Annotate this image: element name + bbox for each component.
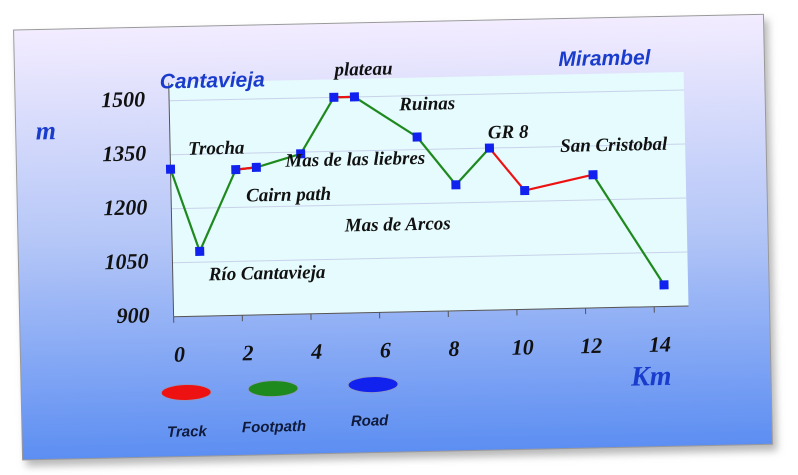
y-axis	[168, 82, 175, 317]
x-tick-label: 8	[448, 336, 460, 361]
annotation: Cairn path	[246, 184, 331, 207]
point-marker	[349, 92, 360, 102]
point-marker	[329, 92, 339, 102]
point-marker	[484, 143, 495, 153]
legend-label: Road	[351, 412, 390, 430]
legend-swatch	[247, 380, 299, 398]
x-tick-label: 4	[310, 339, 323, 364]
point-marker	[195, 246, 205, 256]
y-axis-label: m	[35, 116, 56, 145]
x-tick-label: 6	[380, 337, 392, 362]
point-marker	[165, 164, 176, 174]
y-tick-label: 1500	[101, 86, 146, 112]
x-tick-label: 2	[241, 340, 254, 365]
point-marker	[296, 149, 306, 159]
x-tick-label: 12	[580, 333, 603, 358]
legend-label: Footpath	[242, 418, 306, 436]
x-axis-label: Km	[630, 361, 672, 393]
annotation: Mirambel	[558, 46, 652, 71]
legend-swatch	[160, 383, 212, 402]
point-marker	[659, 280, 669, 290]
grid-line	[172, 251, 688, 264]
y-tick-label: 1350	[102, 140, 147, 166]
grid-line	[169, 89, 684, 102]
x-tick-label: 14	[649, 331, 672, 356]
point-marker	[412, 132, 422, 142]
annotation: Mas de las liebres	[284, 148, 425, 172]
grid-line	[171, 197, 687, 210]
card: m Km 900 1050 1200 1350 1500 0 2 4 6 8 10 12 14 Canta…	[13, 13, 773, 461]
annotation: plateau	[332, 58, 392, 80]
point-marker	[520, 185, 530, 196]
x-tick-label: 10	[511, 334, 534, 359]
legend-swatch	[347, 376, 399, 394]
y-tick-label: 900	[116, 302, 150, 328]
annotation: Cantavieja	[159, 68, 265, 93]
legend-label: Track	[167, 423, 208, 441]
x-axis	[173, 305, 689, 318]
point-marker	[451, 180, 461, 190]
x-tick-label: 0	[174, 342, 186, 367]
annotation: Río Cantavieja	[208, 262, 327, 285]
point-marker	[231, 165, 241, 175]
point-marker	[588, 170, 598, 180]
annotation: Mas de Arcos	[344, 213, 451, 236]
annotation: Trocha	[188, 138, 245, 160]
annotation: GR 8	[488, 122, 530, 144]
plot-area	[168, 72, 689, 317]
annotation: Ruinas	[398, 93, 455, 115]
annotation: San Cristobal	[560, 134, 668, 157]
elevation-line	[169, 95, 665, 286]
y-tick-label: 1050	[104, 248, 149, 274]
y-tick-label: 1200	[103, 194, 148, 220]
point-marker	[251, 162, 261, 172]
